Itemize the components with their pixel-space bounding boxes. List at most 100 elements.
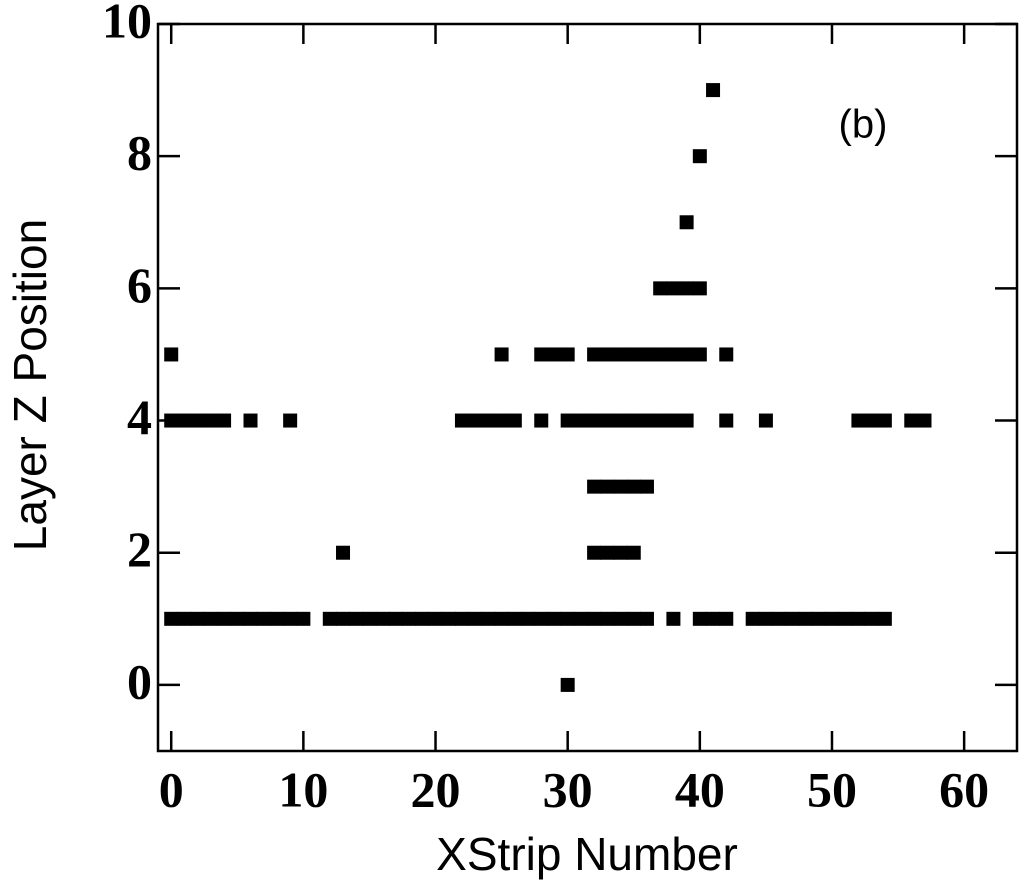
marker (534, 611, 549, 626)
marker (177, 413, 192, 428)
marker (639, 479, 654, 494)
marker (692, 281, 707, 296)
marker (653, 347, 668, 362)
marker (758, 413, 773, 428)
marker (573, 413, 588, 428)
y-tick-label: 6 (127, 257, 152, 313)
y-axis-label: Layer Z Position (4, 219, 56, 551)
marker (217, 611, 232, 626)
marker (203, 611, 218, 626)
marker (336, 611, 351, 626)
marker (626, 479, 641, 494)
marker (626, 413, 641, 428)
marker (851, 611, 866, 626)
marker (560, 347, 575, 362)
marker (613, 545, 628, 560)
marker (613, 479, 628, 494)
marker (666, 281, 681, 296)
y-tick-label: 2 (127, 521, 152, 577)
marker (190, 611, 205, 626)
marker (415, 611, 430, 626)
marker (587, 479, 602, 494)
marker (362, 611, 377, 626)
marker (441, 611, 456, 626)
marker (904, 413, 919, 428)
marker (679, 281, 694, 296)
marker (177, 611, 192, 626)
marker (639, 611, 654, 626)
marker (600, 611, 615, 626)
marker (824, 611, 839, 626)
marker (877, 413, 892, 428)
marker (243, 611, 258, 626)
x-axis-label: XStrip Number (436, 828, 738, 880)
marker (666, 413, 681, 428)
marker (653, 281, 668, 296)
marker (283, 611, 298, 626)
marker (692, 149, 707, 164)
marker (468, 413, 483, 428)
marker (547, 347, 562, 362)
marker (626, 347, 641, 362)
y-tick-label: 10 (102, 0, 152, 48)
marker (745, 611, 760, 626)
x-tick-label: 40 (675, 761, 725, 817)
marker (560, 677, 575, 692)
marker (600, 413, 615, 428)
x-tick-label: 30 (543, 761, 593, 817)
annotation: (b) (839, 103, 888, 147)
marker (587, 413, 602, 428)
marker (653, 413, 668, 428)
x-tick-label: 10 (278, 761, 328, 817)
marker (679, 215, 694, 230)
marker (203, 413, 218, 428)
marker (217, 413, 232, 428)
marker (679, 347, 694, 362)
marker (481, 611, 496, 626)
y-tick-label: 4 (127, 389, 152, 445)
marker (587, 611, 602, 626)
marker (190, 413, 205, 428)
marker (666, 347, 681, 362)
marker (877, 611, 892, 626)
x-tick-label: 0 (159, 761, 184, 817)
marker (269, 611, 284, 626)
y-tick-label: 0 (127, 653, 152, 709)
marker (613, 413, 628, 428)
marker (692, 347, 707, 362)
marker (692, 611, 707, 626)
marker (706, 83, 721, 98)
marker (164, 611, 179, 626)
marker (811, 611, 826, 626)
marker (256, 611, 271, 626)
marker (349, 611, 364, 626)
marker (521, 611, 536, 626)
marker (719, 611, 734, 626)
y-tick-label: 8 (127, 125, 152, 181)
marker (864, 611, 879, 626)
x-tick-label: 60 (939, 761, 989, 817)
marker (454, 413, 469, 428)
marker (719, 413, 734, 428)
marker (613, 347, 628, 362)
marker (494, 347, 509, 362)
marker (428, 611, 443, 626)
marker (573, 611, 588, 626)
marker (798, 611, 813, 626)
marker (243, 413, 258, 428)
marker (507, 611, 522, 626)
marker (600, 479, 615, 494)
marker (481, 413, 496, 428)
marker (851, 413, 866, 428)
marker (679, 413, 694, 428)
marker (560, 611, 575, 626)
marker (706, 611, 721, 626)
plot-frame (156, 22, 1019, 753)
marker (468, 611, 483, 626)
marker (639, 347, 654, 362)
marker (785, 611, 800, 626)
marker (507, 413, 522, 428)
marker (494, 611, 509, 626)
marker (534, 413, 549, 428)
